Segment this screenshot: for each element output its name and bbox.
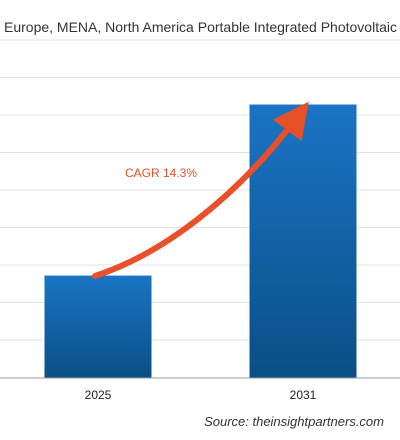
x-tick-labels: 2025 2031 (85, 388, 317, 402)
x-tick-label-2025: 2025 (85, 388, 112, 402)
source-credit: Source: theinsightpartners.com (204, 414, 384, 429)
cagr-arrow (92, 101, 309, 279)
gridlines (0, 39, 400, 341)
bar-2025 (44, 275, 152, 378)
chart-title: Europe, MENA, North America Portable Int… (4, 19, 400, 35)
bars (44, 104, 357, 378)
x-tick-label-2031: 2031 (290, 388, 317, 402)
bar-2031 (249, 104, 357, 378)
cagr-annotation: CAGR 14.3% (125, 166, 197, 180)
